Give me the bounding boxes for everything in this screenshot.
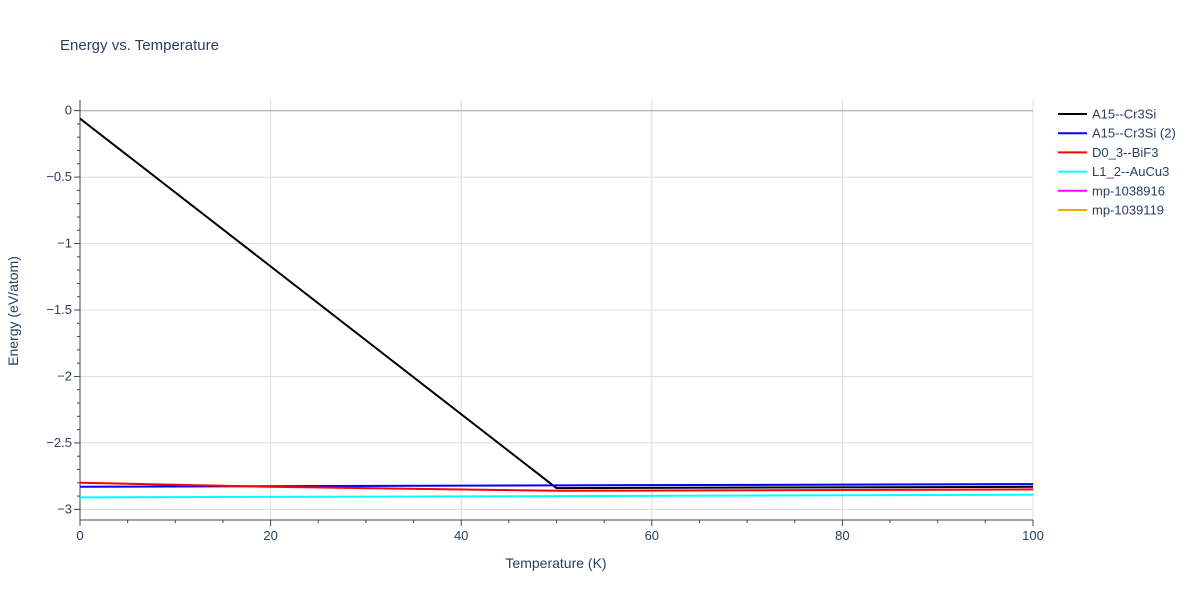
y-tick-label: −2	[57, 368, 72, 383]
y-tick-label: −2.5	[46, 435, 72, 450]
legend-item[interactable]: A15--Cr3Si (2)	[1058, 126, 1176, 141]
x-tick-label: 60	[645, 528, 659, 543]
grid	[80, 100, 1034, 520]
y-tick-label: 0	[65, 103, 72, 118]
legend-item[interactable]: mp-1039119	[1058, 203, 1164, 218]
x-tick-label: 80	[835, 528, 849, 543]
chart-title: Energy vs. Temperature	[60, 37, 219, 54]
legend[interactable]: A15--Cr3Si A15--Cr3Si (2) D0_3--BiF3 L1_2--…	[1058, 107, 1176, 218]
y-tick-labels: 0 −0.5 −1 −1.5 −2 −2.5 −3	[46, 103, 72, 517]
legend-label: A15--Cr3Si (2)	[1092, 126, 1176, 141]
legend-item[interactable]: D0_3--BiF3	[1058, 145, 1158, 160]
x-tick-label: 20	[263, 528, 277, 543]
axes	[74, 100, 1034, 526]
y-tick-label: −3	[57, 501, 72, 516]
legend-label: A15--Cr3Si	[1092, 107, 1156, 122]
x-axis-title: Temperature (K)	[505, 555, 606, 571]
legend-label: mp-1038916	[1092, 183, 1165, 198]
y-tick-label: −1.5	[46, 302, 72, 317]
series-line	[79, 117, 1034, 490]
legend-item[interactable]: L1_2--AuCu3	[1058, 164, 1169, 179]
series-line	[79, 481, 1034, 492]
legend-item[interactable]: A15--Cr3Si	[1058, 107, 1156, 122]
y-tick-label: −1	[57, 236, 72, 251]
y-axis-title: Energy (eV/atom)	[5, 256, 21, 366]
x-tick-label: 100	[1022, 528, 1044, 543]
legend-item[interactable]: mp-1038916	[1058, 183, 1165, 198]
y-tick-label: −0.5	[46, 169, 72, 184]
x-tick-labels: 0 20 40 60 80 100	[76, 528, 1043, 543]
legend-label: L1_2--AuCu3	[1092, 164, 1169, 179]
series-lines	[79, 117, 1034, 499]
x-tick-label: 40	[454, 528, 468, 543]
series-line	[79, 493, 1034, 499]
legend-label: mp-1039119	[1092, 203, 1164, 218]
x-tick-label: 0	[76, 528, 83, 543]
legend-label: D0_3--BiF3	[1092, 145, 1158, 160]
